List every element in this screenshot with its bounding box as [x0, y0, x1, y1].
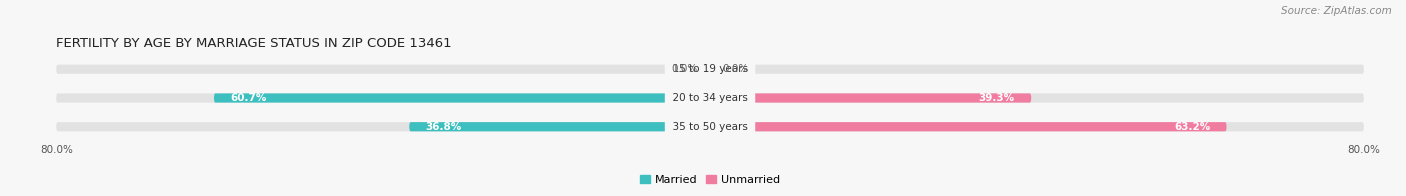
- Text: 35 to 50 years: 35 to 50 years: [666, 122, 754, 132]
- FancyBboxPatch shape: [710, 122, 1226, 131]
- Text: 0.0%: 0.0%: [723, 64, 748, 74]
- Text: 0.0%: 0.0%: [672, 64, 697, 74]
- Text: Source: ZipAtlas.com: Source: ZipAtlas.com: [1281, 6, 1392, 16]
- FancyBboxPatch shape: [409, 122, 710, 131]
- FancyBboxPatch shape: [56, 65, 1364, 74]
- Text: 15 to 19 years: 15 to 19 years: [666, 64, 754, 74]
- Text: 20 to 34 years: 20 to 34 years: [666, 93, 754, 103]
- FancyBboxPatch shape: [56, 122, 1364, 131]
- FancyBboxPatch shape: [56, 93, 1364, 103]
- Text: 39.3%: 39.3%: [979, 93, 1015, 103]
- Text: FERTILITY BY AGE BY MARRIAGE STATUS IN ZIP CODE 13461: FERTILITY BY AGE BY MARRIAGE STATUS IN Z…: [56, 36, 451, 50]
- Legend: Married, Unmarried: Married, Unmarried: [636, 170, 785, 189]
- FancyBboxPatch shape: [710, 93, 1031, 103]
- Text: 63.2%: 63.2%: [1174, 122, 1211, 132]
- Text: 36.8%: 36.8%: [426, 122, 463, 132]
- Text: 60.7%: 60.7%: [231, 93, 267, 103]
- FancyBboxPatch shape: [214, 93, 710, 103]
